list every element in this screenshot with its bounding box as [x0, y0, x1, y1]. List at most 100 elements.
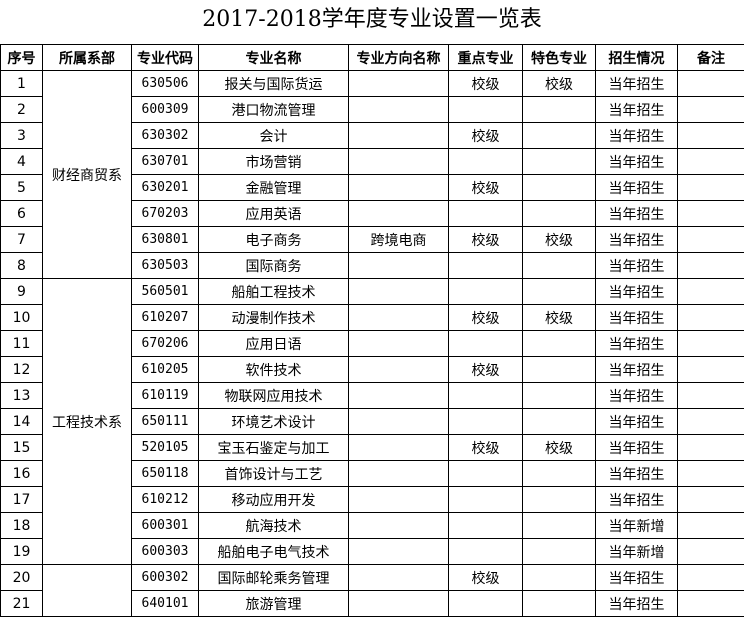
- feature-major: [522, 382, 596, 409]
- major-code: 670206: [131, 330, 199, 357]
- note: [677, 122, 744, 149]
- row-index: 10: [0, 304, 43, 331]
- key-major: [448, 278, 523, 305]
- feature-major: [522, 512, 596, 539]
- major-code: 630801: [131, 226, 199, 253]
- major-code: 560501: [131, 278, 199, 305]
- major-code: 650118: [131, 460, 199, 487]
- note: [677, 434, 744, 461]
- page-title: 2017-2018学年度专业设置一览表: [202, 7, 542, 32]
- row-index: 3: [0, 122, 43, 149]
- row-index: 14: [0, 408, 43, 435]
- department-cell: 工程技术系: [42, 278, 132, 565]
- note: [677, 148, 744, 175]
- major-code: 610119: [131, 382, 199, 409]
- key-major: 校级: [448, 564, 523, 591]
- major-name: 电子商务: [198, 226, 349, 253]
- note: [677, 382, 744, 409]
- enrollment-status: 当年招生: [595, 590, 678, 617]
- note: [677, 304, 744, 331]
- major-name: 物联网应用技术: [198, 382, 349, 409]
- enrollment-status: 当年招生: [595, 278, 678, 305]
- row-index: 4: [0, 148, 43, 175]
- major-name: 船舶电子电气技术: [198, 538, 349, 565]
- header-enrollment: 招生情况: [595, 44, 678, 71]
- key-major: 校级: [448, 356, 523, 383]
- table-row: 17 610212 移动应用开发 当年招生: [0, 486, 744, 513]
- table-row: 3 630302 会计 校级 当年招生: [0, 122, 744, 149]
- table-row: 10 610207 动漫制作技术 校级 校级 当年招生: [0, 304, 744, 331]
- major-name: 动漫制作技术: [198, 304, 349, 331]
- key-major: [448, 148, 523, 175]
- key-major: [448, 486, 523, 513]
- major-code: 600301: [131, 512, 199, 539]
- row-index: 18: [0, 512, 43, 539]
- major-code: 600309: [131, 96, 199, 123]
- key-major: [448, 96, 523, 123]
- table-row: 19 600303 船舶电子电气技术 当年新增: [0, 538, 744, 565]
- key-major: [448, 330, 523, 357]
- header-direction: 专业方向名称: [348, 44, 449, 71]
- major-name: 市场营销: [198, 148, 349, 175]
- enrollment-status: 当年招生: [595, 70, 678, 97]
- feature-major: [522, 356, 596, 383]
- major-name: 移动应用开发: [198, 486, 349, 513]
- major-code: 610207: [131, 304, 199, 331]
- major-direction: [348, 174, 449, 201]
- header-note: 备注: [677, 44, 744, 71]
- row-index: 17: [0, 486, 43, 513]
- major-code: 630201: [131, 174, 199, 201]
- header-name: 专业名称: [198, 44, 349, 71]
- major-direction: [348, 538, 449, 565]
- major-name: 会计: [198, 122, 349, 149]
- enrollment-status: 当年招生: [595, 408, 678, 435]
- note: [677, 96, 744, 123]
- row-index: 21: [0, 590, 43, 617]
- major-direction: [348, 356, 449, 383]
- major-code: 520105: [131, 434, 199, 461]
- feature-major: [522, 590, 596, 617]
- header-index: 序号: [0, 44, 43, 71]
- major-table: 序号 所属系部 专业代码 专业名称 专业方向名称 重点专业 特色专业 招生情况 备注 1 财经商贸…: [0, 44, 744, 617]
- major-direction: 跨境电商: [348, 226, 449, 253]
- note: [677, 486, 744, 513]
- note: [677, 252, 744, 279]
- key-major: [448, 590, 523, 617]
- major-direction: [348, 434, 449, 461]
- table-row: 9 工程技术系 560501 船舶工程技术 当年招生: [0, 278, 744, 565]
- major-name: 国际邮轮乘务管理: [198, 564, 349, 591]
- row-index: 2: [0, 96, 43, 123]
- feature-major: [522, 252, 596, 279]
- major-name: 首饰设计与工艺: [198, 460, 349, 487]
- major-name: 宝玉石鉴定与加工: [198, 434, 349, 461]
- key-major: 校级: [448, 226, 523, 253]
- feature-major: 校级: [522, 434, 596, 461]
- enrollment-status: 当年招生: [595, 564, 678, 591]
- key-major: [448, 460, 523, 487]
- feature-major: 校级: [522, 226, 596, 253]
- row-index: 19: [0, 538, 43, 565]
- row-index: 12: [0, 356, 43, 383]
- row-index: 20: [0, 564, 43, 591]
- table-row: 13 610119 物联网应用技术 当年招生: [0, 382, 744, 409]
- key-major: [448, 252, 523, 279]
- row-index: 16: [0, 460, 43, 487]
- major-name: 软件技术: [198, 356, 349, 383]
- major-direction: [348, 486, 449, 513]
- feature-major: [522, 538, 596, 565]
- key-major: [448, 200, 523, 227]
- header-department: 所属系部: [42, 44, 132, 71]
- enrollment-status: 当年招生: [595, 304, 678, 331]
- major-code: 630701: [131, 148, 199, 175]
- header-key: 重点专业: [448, 44, 523, 71]
- major-code: 630302: [131, 122, 199, 149]
- row-index: 13: [0, 382, 43, 409]
- note: [677, 70, 744, 97]
- feature-major: [522, 200, 596, 227]
- row-index: 1: [0, 70, 43, 97]
- table-row: 4 630701 市场营销 当年招生: [0, 148, 744, 175]
- enrollment-status: 当年新增: [595, 512, 678, 539]
- major-code: 650111: [131, 408, 199, 435]
- note: [677, 356, 744, 383]
- major-direction: [348, 304, 449, 331]
